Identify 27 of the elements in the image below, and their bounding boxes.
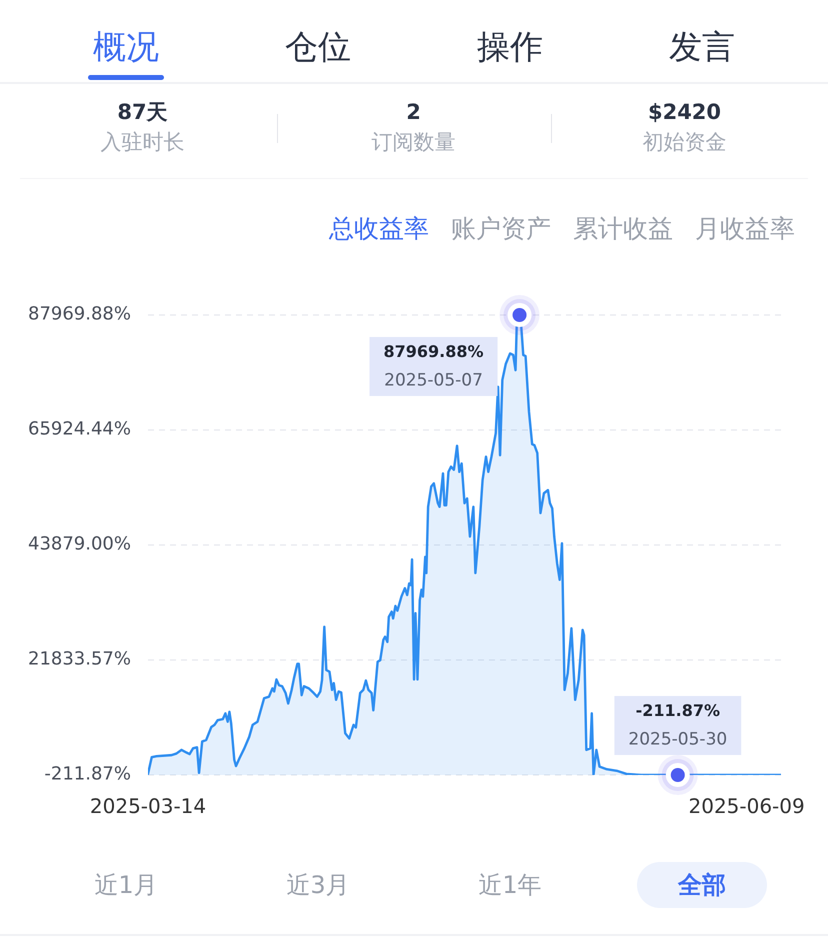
text: 概况	[93, 27, 159, 66]
y-tick-label: -211.87%	[44, 764, 131, 785]
annotation: -211.87% 2025-05-30	[628, 701, 728, 750]
x-tick-label: 2025-06-09	[688, 794, 805, 818]
x-tick-label: 2025-03-14	[90, 794, 206, 818]
text: 2	[406, 100, 421, 124]
y-tick-label: 87969.88%	[28, 304, 131, 325]
text: 入驻时长	[100, 130, 184, 154]
text: 仓位	[285, 27, 351, 66]
text: 近3月	[286, 871, 350, 899]
text: 近1年	[478, 871, 542, 899]
y-tick-label: 43879.00%	[28, 534, 131, 555]
text: $2420	[648, 100, 722, 124]
text: 近1月	[94, 871, 158, 899]
y-tick-label: 21833.57%	[28, 648, 131, 670]
annotation: 87969.88% 2025-05-07	[384, 342, 484, 390]
pill-button: 全部	[637, 862, 767, 908]
text: 初始资金	[642, 130, 726, 154]
text: 总收益率	[329, 214, 429, 243]
y-tick-label: 65924.44%	[28, 418, 131, 440]
text: 发言	[669, 27, 735, 66]
text: 订阅数量	[372, 130, 456, 154]
text: 累计收益	[573, 214, 673, 243]
text: 账户资产	[451, 214, 551, 243]
text: 操作	[477, 27, 543, 66]
text: 87天	[117, 100, 168, 124]
text: 月收益率	[695, 214, 795, 243]
